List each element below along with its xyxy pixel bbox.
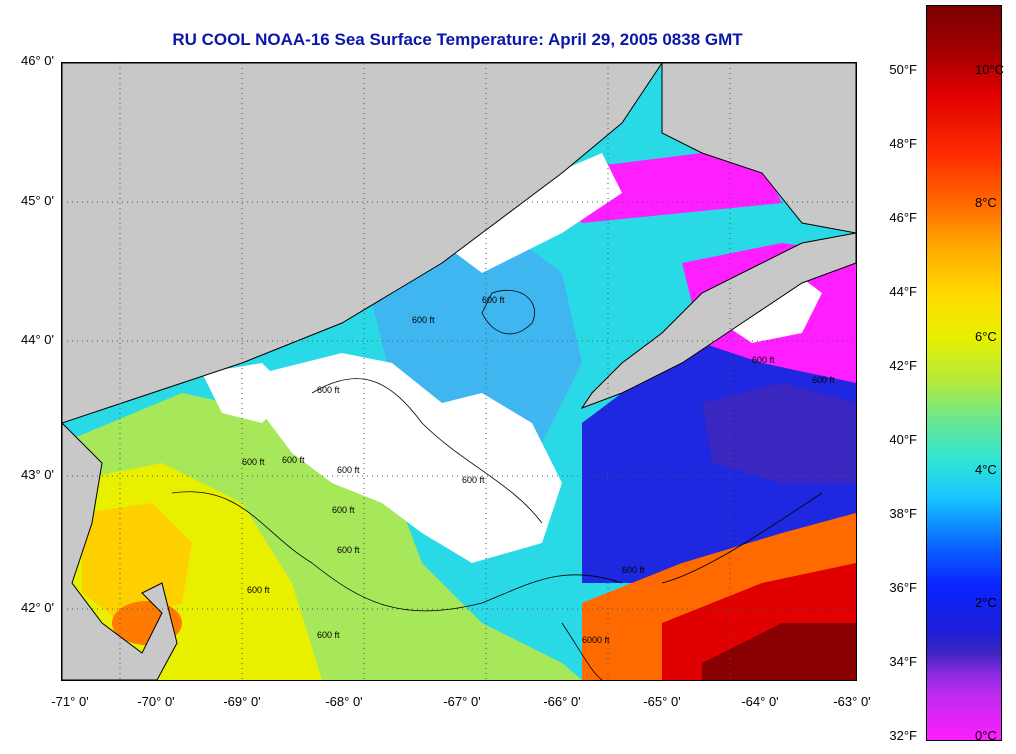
- colorbar-c-label: 4°C: [975, 462, 997, 477]
- contour-label: 600 ft: [247, 585, 270, 595]
- lon-label-69: -69° 0': [223, 694, 261, 709]
- contour-label: 600 ft: [462, 475, 485, 485]
- contour-label: 600 ft: [337, 545, 360, 555]
- contour-label: 600 ft: [317, 630, 340, 640]
- colorbar-f-label: 44°F: [889, 284, 917, 299]
- lon-label-70: -70° 0': [137, 694, 175, 709]
- colorbar-f-label: 34°F: [889, 654, 917, 669]
- lat-label-43: 43° 0': [21, 467, 54, 482]
- colorbar-f-label: 48°F: [889, 136, 917, 151]
- map-title: RU COOL NOAA-16 Sea Surface Temperature:…: [172, 30, 743, 49]
- colorbar-c-label: 2°C: [975, 595, 997, 610]
- contour-label: 600 ft: [332, 505, 355, 515]
- lat-label-45: 45° 0': [21, 193, 54, 208]
- colorbar-c-label: 0°C: [975, 728, 997, 743]
- contour-label: 600 ft: [282, 455, 305, 465]
- lon-label-71: -71° 0': [51, 694, 89, 709]
- colorbar-f-label: 50°F: [889, 62, 917, 77]
- lon-label-67: -67° 0': [443, 694, 481, 709]
- colorbar-f-label: 38°F: [889, 506, 917, 521]
- sst-map: 600 ft 600 ft 600 ft 600 ft 600 ft 600 f…: [61, 62, 857, 681]
- colorbar-f-label: 32°F: [889, 728, 917, 743]
- contour-label: 600 ft: [337, 465, 360, 475]
- lon-label-64: -64° 0': [741, 694, 779, 709]
- contour-label: 600 ft: [482, 295, 505, 305]
- contour-label: 6000 ft: [582, 635, 610, 645]
- lon-label-66: -66° 0': [543, 694, 581, 709]
- contour-label: 600 ft: [752, 355, 775, 365]
- contour-label: 600 ft: [412, 315, 435, 325]
- lon-label-65: -65° 0': [643, 694, 681, 709]
- contour-label: 600 ft: [317, 385, 340, 395]
- colorbar-c-label: 10°C: [975, 62, 1005, 77]
- colorbar-f-label: 36°F: [889, 580, 917, 595]
- contour-label: 600 ft: [812, 375, 835, 385]
- colorbar-c-label: 6°C: [975, 329, 997, 344]
- contour-label: 600 ft: [242, 457, 265, 467]
- lon-label-68: -68° 0': [325, 694, 363, 709]
- temperature-colorbar: [926, 5, 1002, 741]
- colorbar-f-label: 40°F: [889, 432, 917, 447]
- colorbar-c-label: 8°C: [975, 195, 997, 210]
- colorbar-f-label: 46°F: [889, 210, 917, 225]
- lat-label-42: 42° 0': [21, 600, 54, 615]
- lat-label-46: 46° 0': [21, 53, 54, 68]
- colorbar-f-label: 42°F: [889, 358, 917, 373]
- contour-label: 600 ft: [622, 565, 645, 575]
- lat-label-44: 44° 0': [21, 332, 54, 347]
- lon-label-63: -63° 0': [833, 694, 871, 709]
